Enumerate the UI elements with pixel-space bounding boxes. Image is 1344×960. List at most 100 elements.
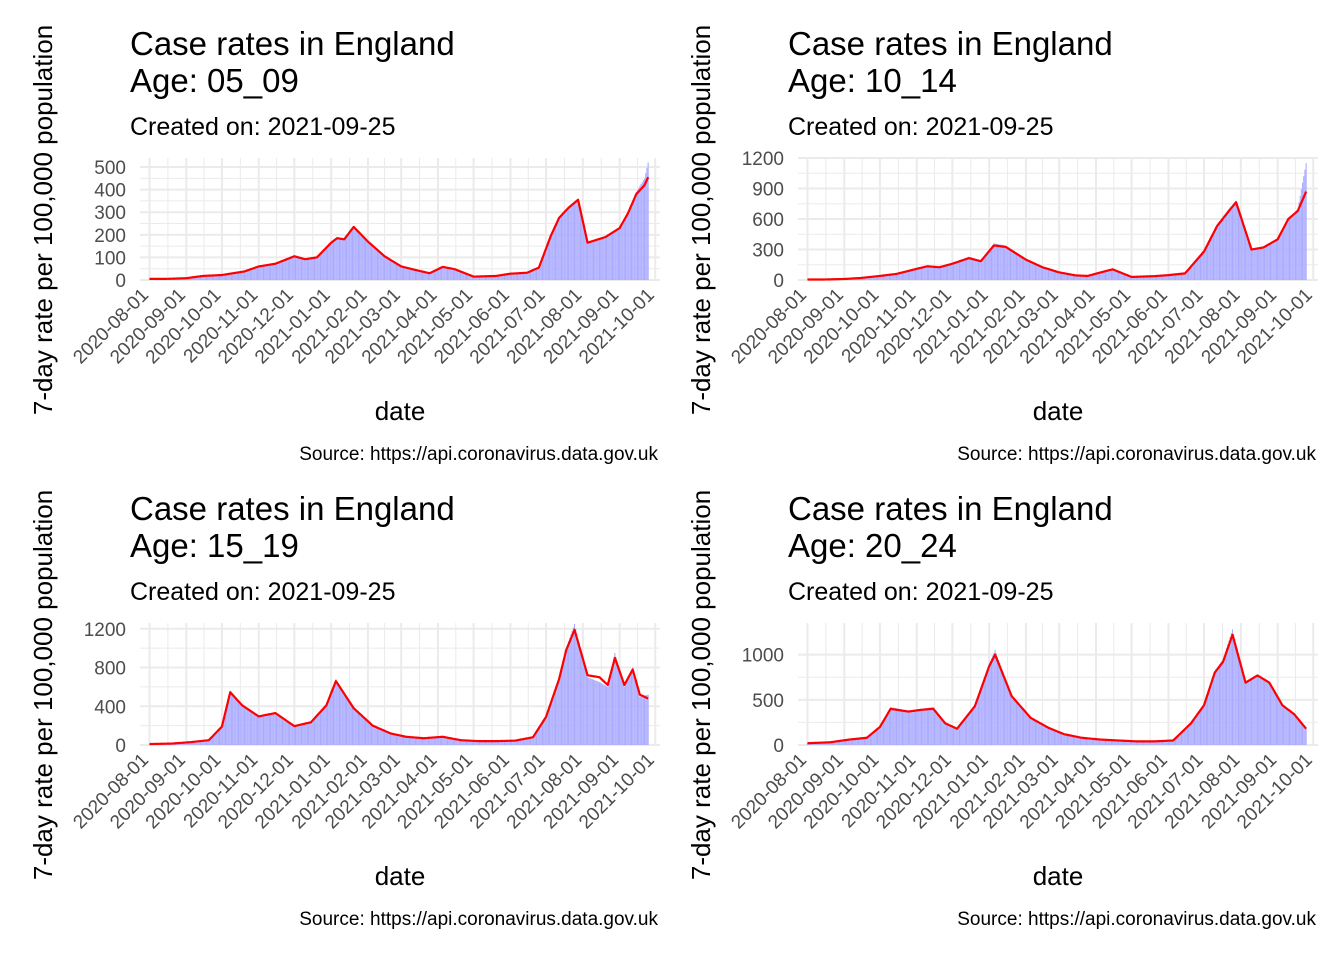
data-bar (363, 236, 365, 280)
data-bar (944, 722, 946, 745)
data-bar (1160, 741, 1162, 745)
data-bar (924, 266, 926, 280)
data-bar (1125, 274, 1127, 280)
data-bar (528, 737, 530, 745)
data-bar (1113, 740, 1115, 745)
data-bar (185, 742, 187, 745)
data-bar (1156, 275, 1158, 280)
data-bar (302, 723, 304, 745)
data-bar (395, 734, 397, 745)
data-bar (904, 271, 906, 280)
data-bar (1006, 246, 1008, 280)
data-bar (346, 235, 348, 280)
data-bar (907, 710, 909, 745)
data-bar (560, 667, 562, 745)
data-bar (1056, 730, 1058, 745)
data-bar (208, 740, 210, 745)
data-bar (1071, 274, 1073, 280)
data-bar (576, 633, 578, 745)
data-bar (284, 718, 286, 745)
data-bar (547, 241, 549, 280)
data-bar (901, 272, 904, 280)
data-bar (877, 728, 879, 745)
data-bar (450, 738, 452, 745)
y-tick-label: 200 (94, 226, 126, 247)
data-bar (899, 708, 901, 745)
data-bar (197, 741, 199, 745)
data-bar (1017, 702, 1019, 745)
data-bar (962, 720, 964, 745)
data-bar (900, 709, 902, 745)
data-bar (966, 715, 968, 745)
data-bar (487, 741, 489, 745)
data-bar (951, 262, 953, 280)
data-bar (407, 267, 409, 280)
data-bar (455, 739, 457, 745)
data-bar (359, 231, 361, 280)
data-bar (309, 257, 311, 280)
data-bar (623, 219, 625, 280)
data-bar (347, 698, 349, 745)
data-bar (1268, 681, 1270, 745)
data-bar (190, 742, 192, 745)
data-bar (392, 260, 394, 280)
data-bar (292, 255, 294, 280)
data-bar (938, 714, 940, 745)
data-bar (974, 258, 976, 280)
data-bar (182, 742, 184, 745)
data-bar (1069, 735, 1071, 745)
data-bar (524, 272, 526, 280)
data-bar (500, 741, 502, 745)
data-bar (597, 239, 599, 280)
data-bar (318, 253, 320, 280)
bar-series (148, 623, 649, 745)
data-bar (1281, 704, 1283, 745)
data-bar (869, 734, 871, 745)
data-bar (1148, 276, 1150, 280)
chart-title-line2: Age: 20_24 (788, 527, 957, 564)
y-tick-label: 500 (94, 158, 126, 179)
data-bar (479, 741, 481, 745)
data-bar (862, 277, 864, 280)
data-bar (1078, 737, 1080, 745)
data-bar (1132, 276, 1134, 280)
data-bar (514, 272, 516, 280)
data-bar (1106, 270, 1108, 280)
data-bar (985, 673, 987, 745)
data-bar (1018, 253, 1020, 280)
data-bar (422, 738, 424, 745)
data-bar (1189, 267, 1191, 280)
data-bar (1274, 240, 1276, 280)
data-bar (552, 694, 554, 745)
data-bar (230, 272, 232, 280)
data-bar (427, 272, 430, 280)
data-bar (573, 623, 576, 745)
data-bar (232, 272, 234, 280)
data-bar (571, 203, 573, 280)
data-bar (1280, 702, 1282, 745)
data-bar (1070, 274, 1072, 280)
data-bar (1215, 669, 1217, 745)
data-bar (867, 736, 869, 745)
data-bar (1085, 275, 1088, 280)
data-bar (1214, 670, 1216, 745)
data-bar (1053, 729, 1055, 745)
data-bar (1008, 247, 1010, 280)
data-bar (879, 275, 881, 280)
data-bar (517, 740, 519, 745)
data-bar (1062, 272, 1064, 280)
data-bar (283, 718, 285, 745)
data-bar (1103, 739, 1105, 745)
data-bar (844, 740, 847, 745)
data-bar (592, 679, 595, 745)
data-bar (878, 727, 880, 745)
data-bar (1043, 724, 1045, 745)
data-bar (607, 686, 609, 745)
data-bar (951, 726, 953, 745)
data-bar (539, 263, 541, 280)
data-bar (640, 184, 642, 280)
data-bar (370, 724, 373, 745)
data-bar (898, 273, 900, 280)
data-bar (1021, 708, 1023, 745)
data-bar (1057, 731, 1059, 745)
